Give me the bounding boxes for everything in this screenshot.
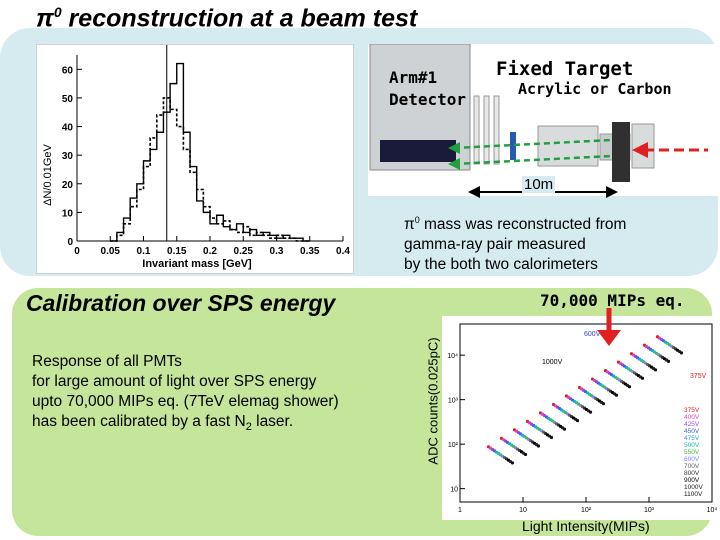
histogram-x-tick-label: 0.05 (101, 246, 121, 257)
pmt-data-point (562, 427, 567, 431)
pmt-legend-entry: 600V (684, 456, 700, 463)
histogram-series-2 (110, 97, 310, 242)
gamma-arrowhead-icon (448, 158, 460, 170)
invariant-mass-histogram: 0 10 20 30 40 50 60 0 0.05 0.1 0.15 0.2 0.25 0.3 0.35… (36, 44, 354, 274)
distance-label: 10m (522, 176, 556, 193)
histogram-x-tick-label: 0 (74, 246, 80, 257)
page-title: π0 reconstruction at a beam test (36, 4, 418, 33)
pmt-x-tick-label: 10² (581, 507, 592, 514)
reconstruction-description: π0 mass was reconstructed from gamma-ray… (404, 215, 627, 274)
pmt-legend-entry: 500V (684, 442, 700, 449)
pmt-data-point (627, 385, 632, 389)
fixed-target-icon (612, 122, 630, 182)
pmt-legend-entry: 800V (684, 470, 700, 477)
pmt-legend-entry: 900V (684, 477, 700, 484)
calorimeter-plate-icon (473, 95, 480, 165)
pmt-x-tick-label: 10 (519, 507, 527, 514)
pmt-callout: 1000V (542, 359, 563, 366)
histogram-series-1 (110, 62, 310, 242)
pmt-legend-entry: 700V (684, 463, 700, 470)
calorimeter-plate-icon (493, 95, 500, 165)
histogram-x-tick-label: 0.4 (336, 246, 350, 257)
histogram-y-label: ΔN/0.01GeV (42, 143, 54, 205)
histogram-x-tick-label: 0.3 (270, 246, 284, 257)
pmt-legend-entry: 1100V (684, 491, 703, 498)
pmt-data-point (536, 444, 541, 448)
pmt-data-point (510, 461, 515, 465)
pmt-data-point (523, 452, 528, 457)
detector-window-icon (380, 140, 456, 162)
pmt-x-tick-label: 10⁴ (707, 507, 718, 514)
target-material-label: Acrylic or Carbon (518, 80, 672, 98)
pmt-y-tick-label: 10 (450, 487, 458, 494)
gamma-ray-icon (453, 138, 613, 150)
pmt-x-label: Light Intensity(MIPs) (522, 518, 650, 534)
pmt-y-tick-label: 10³ (448, 398, 459, 405)
calibration-heading: Calibration over SPS energy (26, 290, 336, 316)
histogram-y-tick-label: 10 (62, 208, 74, 219)
pmt-data-point (601, 402, 606, 406)
pmt-data-point (679, 351, 684, 355)
arm-detector-label: Arm#1 Detector (389, 68, 467, 109)
pmt-data-point (549, 435, 554, 440)
pmt-y-label: ADC counts(0.025pC) (425, 337, 441, 465)
pmt-data-point (614, 393, 619, 397)
histogram-x-label: Invariant mass [GeV] (142, 258, 252, 270)
pmt-data-point (640, 376, 645, 380)
fixed-target-label: Fixed Target (496, 58, 634, 80)
pmt-response-plot: 10 10² 10³ 10⁴ 1 10 10² 10³ 10⁴ 375V 400V 425V 450… (442, 316, 720, 520)
calorimeter-plate-icon (483, 95, 490, 165)
pmt-y-tick-label: 10⁴ (447, 353, 458, 360)
beam-test-setup (368, 43, 718, 196)
setup-diagram (369, 43, 708, 182)
pmt-data-point (653, 368, 658, 372)
pmt-callout: 600V (584, 331, 601, 338)
pmt-data-point (666, 359, 671, 363)
histogram-svg: 0 10 20 30 40 50 60 0 0.05 0.1 0.15 0.2 0.25 0.3 0.35… (42, 45, 350, 270)
calibration-text: Response of all PMTs for large amount of… (32, 353, 339, 434)
histogram-y-tick-label: 60 (62, 65, 74, 76)
pmt-legend-entry: 475V (684, 435, 700, 442)
histogram-x-tick-label: 0.35 (300, 246, 320, 257)
pmt-legend-entry: 1000V (684, 484, 703, 491)
pmt-legend-entry: 375V (684, 407, 700, 414)
pmt-data-point (575, 419, 580, 423)
beam-arrowhead-icon (632, 142, 648, 158)
pmt-x-tick-label: 1 (458, 507, 462, 514)
pmt-legend-entry: 450V (684, 428, 700, 435)
pmt-legend-entry: 400V (684, 414, 700, 421)
mips-annotation: 70,000 MIPs eq. (540, 291, 685, 310)
gamma-ray-icon (453, 154, 613, 166)
gamma-arrowhead-icon (448, 142, 460, 154)
pmt-y-tick-label: 10² (448, 442, 459, 449)
histogram-y-tick-label: 50 (62, 94, 74, 105)
mips-arrow-icon (597, 308, 621, 346)
histogram-x-tick-label: 0.2 (203, 246, 217, 257)
histogram-x-tick-label: 0.1 (137, 246, 151, 257)
histogram-y-tick-label: 20 (62, 180, 74, 191)
scintillator-icon (510, 132, 516, 160)
pmt-data-point (588, 410, 593, 414)
histogram-x-tick-label: 0.25 (234, 246, 254, 257)
pmt-callout: 375V (690, 373, 707, 380)
histogram-y-tick-label: 0 (67, 237, 73, 248)
pmt-legend-entry: 425V (684, 421, 700, 428)
histogram-y-tick-label: 40 (62, 123, 74, 134)
histogram-y-tick-label: 30 (62, 151, 74, 162)
pmt-x-tick-label: 10³ (644, 507, 655, 514)
pmt-legend-entry: 550V (684, 449, 700, 456)
histogram-x-tick-label: 0.15 (167, 246, 187, 257)
